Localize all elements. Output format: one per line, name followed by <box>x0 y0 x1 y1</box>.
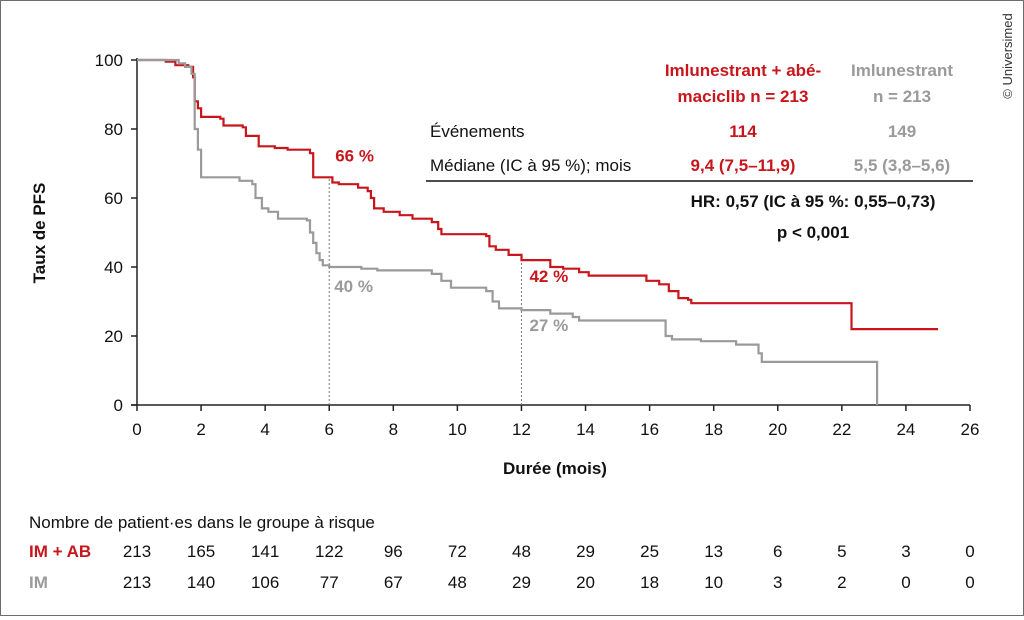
risk-value: 213 <box>123 542 151 561</box>
risk-value: 5 <box>837 542 846 561</box>
risk-value: 0 <box>901 573 910 592</box>
y-tick-label: 20 <box>104 327 123 346</box>
risk-value: 0 <box>965 573 974 592</box>
legend-median-mono: 5,5 (3,8–5,6) <box>854 156 950 175</box>
legend-events-mono: 149 <box>888 122 916 141</box>
legend-combo-header: maciclib n = 213 <box>678 87 809 106</box>
risk-value: 67 <box>384 573 403 592</box>
risk-value: 20 <box>576 573 595 592</box>
risk-value: 213 <box>123 573 151 592</box>
x-tick-label: 14 <box>576 420 595 439</box>
risk-value: 141 <box>251 542 279 561</box>
y-tick-label: 40 <box>104 258 123 277</box>
x-tick-label: 10 <box>448 420 467 439</box>
x-tick-label: 22 <box>832 420 851 439</box>
legend-median-label: Médiane (IC à 95 %); mois <box>430 156 631 175</box>
risk-value: 106 <box>251 573 279 592</box>
legend-events-combo: 114 <box>729 122 757 141</box>
x-tick-label: 8 <box>389 420 398 439</box>
copyright-text: © Universimed <box>1000 13 1015 98</box>
risk-value: 3 <box>901 542 910 561</box>
risk-row-label: IM + AB <box>29 542 91 561</box>
x-axis-title: Durée (mois) <box>503 459 607 478</box>
annotation-label: 40 % <box>334 277 373 296</box>
risk-value: 6 <box>773 542 782 561</box>
risk-value: 72 <box>448 542 467 561</box>
risk-value: 77 <box>320 573 339 592</box>
series-line-combo <box>137 58 938 331</box>
risk-value: 165 <box>187 542 215 561</box>
x-tick-label: 18 <box>704 420 723 439</box>
x-tick-label: 26 <box>961 420 980 439</box>
x-tick-label: 0 <box>132 420 141 439</box>
annotation-label: 66 % <box>335 146 374 165</box>
risk-value: 3 <box>773 573 782 592</box>
x-tick-label: 2 <box>196 420 205 439</box>
risk-value: 140 <box>187 573 215 592</box>
y-tick-label: 60 <box>104 189 123 208</box>
risk-value: 2 <box>837 573 846 592</box>
annotation-label: 42 % <box>529 267 568 286</box>
risk-value: 0 <box>965 542 974 561</box>
annotation-label: 27 % <box>529 316 568 335</box>
x-tick-label: 4 <box>260 420 269 439</box>
risk-value: 18 <box>640 573 659 592</box>
x-tick-label: 20 <box>768 420 787 439</box>
x-tick-label: 24 <box>896 420 915 439</box>
series-line-mono <box>137 58 879 405</box>
risk-table-title: Nombre de patient·es dans le groupe à ri… <box>29 513 375 532</box>
legend-hr: HR: 0,57 (IC à 95 %: 0,55–0,73) <box>691 192 936 211</box>
y-tick-label: 100 <box>95 51 123 70</box>
risk-value: 29 <box>512 573 531 592</box>
legend-events-label: Événements <box>430 122 525 141</box>
y-tick-label: 0 <box>114 396 123 415</box>
risk-row-label: IM <box>29 573 48 592</box>
risk-value: 48 <box>448 573 467 592</box>
x-tick-label: 6 <box>324 420 333 439</box>
risk-value: 25 <box>640 542 659 561</box>
risk-value: 122 <box>315 542 343 561</box>
legend-p-value: p < 0,001 <box>777 223 849 242</box>
legend-median-combo: 9,4 (7,5–11,9) <box>691 156 796 175</box>
risk-value: 10 <box>704 573 723 592</box>
legend-mono-header: n = 213 <box>873 87 931 106</box>
legend-mono-header: Imlunestrant <box>851 61 953 80</box>
risk-value: 48 <box>512 542 531 561</box>
risk-value: 96 <box>384 542 403 561</box>
x-tick-label: 16 <box>640 420 659 439</box>
y-tick-label: 80 <box>104 120 123 139</box>
x-tick-label: 12 <box>512 420 531 439</box>
risk-value: 29 <box>576 542 595 561</box>
risk-value: 13 <box>704 542 723 561</box>
legend-combo-header: Imlunestrant + abé- <box>665 61 821 80</box>
y-axis-title: Taux de PFS <box>30 183 49 284</box>
